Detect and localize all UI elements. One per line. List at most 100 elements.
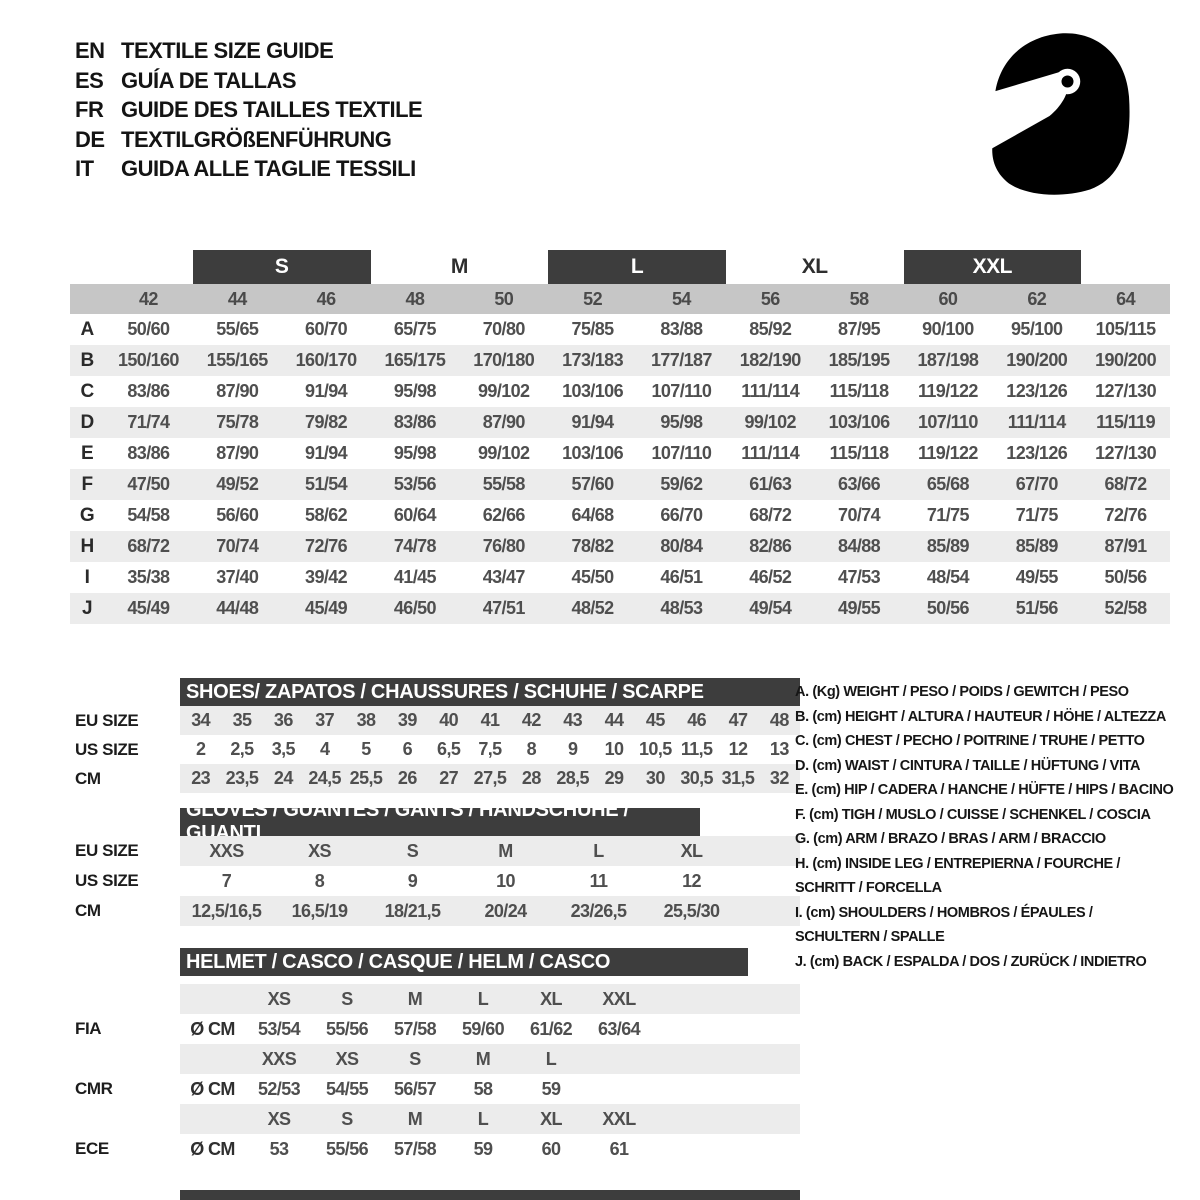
size-value: 70/74	[838, 505, 881, 525]
size-value: 85/89	[926, 536, 970, 556]
language-line: IT GUIDA ALLE TAGLIE TESSILI	[75, 154, 422, 184]
size-table-row: A 50/60 55/65 60/70 65/75 70/80 75/85 83…	[70, 314, 1170, 345]
size-table-row: J 45/49 44/48 45/49 46/50 47/51 48/52 48…	[70, 593, 1170, 624]
legend-line: D. (cm) WAIST / CINTURA / TAILLE / HÜFTU…	[795, 757, 1141, 774]
legend-line: H. (cm) INSIDE LEG / ENTREPIERNA / FOURC…	[795, 855, 1121, 872]
size-value: 79/82	[305, 412, 348, 432]
size-value: 87/90	[482, 412, 526, 432]
size-value: 53/56	[393, 474, 437, 494]
size-value: 71/75	[926, 505, 970, 525]
helmet-row: CMR Ø CM 52/53 54/55 56/57 58 59	[75, 1074, 800, 1104]
size-value: 71/74	[127, 412, 170, 432]
size-value: 45/49	[305, 598, 348, 618]
language-line: EN TEXTILE SIZE GUIDE	[75, 36, 422, 66]
diameter-label	[180, 1104, 245, 1134]
filler	[738, 866, 800, 896]
shoe-size: 6,5	[437, 739, 461, 759]
row-label: EU SIZE	[75, 710, 139, 730]
row-label: US SIZE	[75, 871, 139, 890]
row-values: 2 2,5 3,5 4 5 6 6,5 7,5 8 9 10 10,5 11,5…	[180, 735, 800, 764]
shoe-size: 3,5	[271, 739, 296, 759]
size-value: 50/56	[1104, 567, 1148, 587]
helmet-size: 61/62	[529, 1018, 573, 1039]
row-letter: D	[80, 411, 94, 433]
shoe-size: 9	[567, 739, 578, 759]
size-value: 190/200	[1095, 350, 1157, 370]
size-value: 85/89	[1015, 536, 1059, 556]
glove-size: 9	[407, 870, 418, 891]
helmet-icon	[991, 33, 1130, 195]
size-value: 44/48	[216, 598, 259, 618]
filler	[653, 1074, 800, 1104]
row-values: XS S M L XL XXL	[180, 984, 800, 1014]
legend-line: A. (Kg) WEIGHT / PESO / POIDS / GEWITCH …	[795, 684, 1129, 700]
row-values: 7 8 9 10 11 12	[180, 866, 800, 896]
helmet-size: 57/58	[393, 1018, 437, 1039]
size-value: 71/75	[1015, 505, 1059, 525]
shoe-size: 37	[315, 710, 335, 730]
row-letter: G	[79, 504, 95, 526]
size-value: 87/90	[216, 381, 259, 401]
shoe-size: 31,5	[721, 768, 755, 788]
row-letter: I	[84, 566, 90, 588]
shoes-section-header: SHOES/ ZAPATOS / CHAUSSURES / SCHUHE / S…	[180, 678, 800, 706]
shoe-size: 41	[480, 710, 500, 730]
size-value: 37/40	[216, 567, 259, 587]
diameter-label	[180, 984, 245, 1014]
shoe-size: 26	[397, 768, 417, 788]
legend-line: G. (cm) ARM / BRAZO / BRAS / ARM / BRACC…	[795, 831, 1106, 847]
size-table-row: I 35/38 37/40 39/42 41/45 43/47 45/50 46…	[70, 562, 1170, 593]
size-value: 165/175	[384, 350, 446, 370]
legend-line: B. (cm) HEIGHT / ALTURA / HAUTEUR / HÖHE…	[795, 708, 1166, 725]
standard-label: CMR	[75, 1079, 113, 1098]
helmet-row: FIA Ø CM 53/54 55/56 57/58 59/60 61/62 6…	[75, 1014, 800, 1044]
size-value: 45/50	[571, 567, 615, 587]
size-value: 41/45	[393, 567, 437, 587]
helmet-size: 55/56	[325, 1138, 369, 1159]
row-letter: F	[81, 473, 93, 495]
shoes-row: US SIZE 2 2,5 3,5 4 5 6 6,5 7,5 8 9 10 1…	[75, 735, 800, 764]
shoe-size: 43	[563, 710, 583, 730]
helmet-size: L	[477, 988, 489, 1009]
size-value: 80/84	[660, 536, 703, 556]
glove-size: S	[406, 840, 419, 861]
size-number: 64	[1116, 288, 1135, 309]
size-value: 56/60	[216, 505, 259, 525]
row-values: XS S M L XL XXL	[180, 1104, 800, 1134]
size-value: 63/66	[838, 474, 881, 494]
gloves-table: EU SIZE XXS XS S M L XL US SIZE 7 8 9 10…	[75, 836, 800, 926]
helmet-section: HELMET / CASCO / CASQUE / HELM / CASCO X…	[75, 948, 800, 1164]
size-value: 84/88	[838, 536, 881, 556]
size-value: 83/86	[127, 443, 170, 463]
size-value: 47/50	[127, 474, 170, 494]
helmet-size: XXL	[602, 988, 636, 1009]
size-value: 60/70	[305, 319, 348, 339]
diameter-label: Ø CM	[190, 1078, 235, 1099]
size-value: 70/74	[216, 536, 259, 556]
group-l: L	[548, 250, 726, 284]
glove-size: 16,5/19	[291, 900, 348, 921]
row-values: 34 35 36 37 38 39 40 41 42 43 44 45 46 4…	[180, 706, 800, 735]
size-value: 91/94	[571, 412, 615, 432]
size-value: 115/118	[829, 381, 889, 401]
size-value: 99/102	[744, 412, 797, 432]
size-value: 50/56	[926, 598, 970, 618]
size-value: 119/122	[917, 443, 978, 463]
row-label: EU SIZE	[75, 841, 139, 860]
size-value: 45/49	[127, 598, 170, 618]
size-value: 51/54	[305, 474, 348, 494]
row-label: CM	[75, 768, 101, 788]
size-value: 49/52	[216, 474, 259, 494]
standard-label: FIA	[75, 1019, 102, 1038]
helmet-size: 63/64	[597, 1018, 641, 1039]
shoe-size: 35	[232, 710, 252, 730]
size-value: 190/200	[1006, 350, 1068, 370]
helmet-size: 60	[541, 1138, 561, 1159]
size-value: 185/195	[828, 350, 890, 370]
helmet-size: M	[475, 1048, 491, 1069]
helmet-size: 59/60	[461, 1018, 505, 1039]
size-value: 105/115	[1095, 319, 1156, 339]
glove-size: L	[593, 840, 604, 861]
shoe-size: 38	[356, 710, 376, 730]
shoe-size: 25,5	[349, 768, 383, 788]
